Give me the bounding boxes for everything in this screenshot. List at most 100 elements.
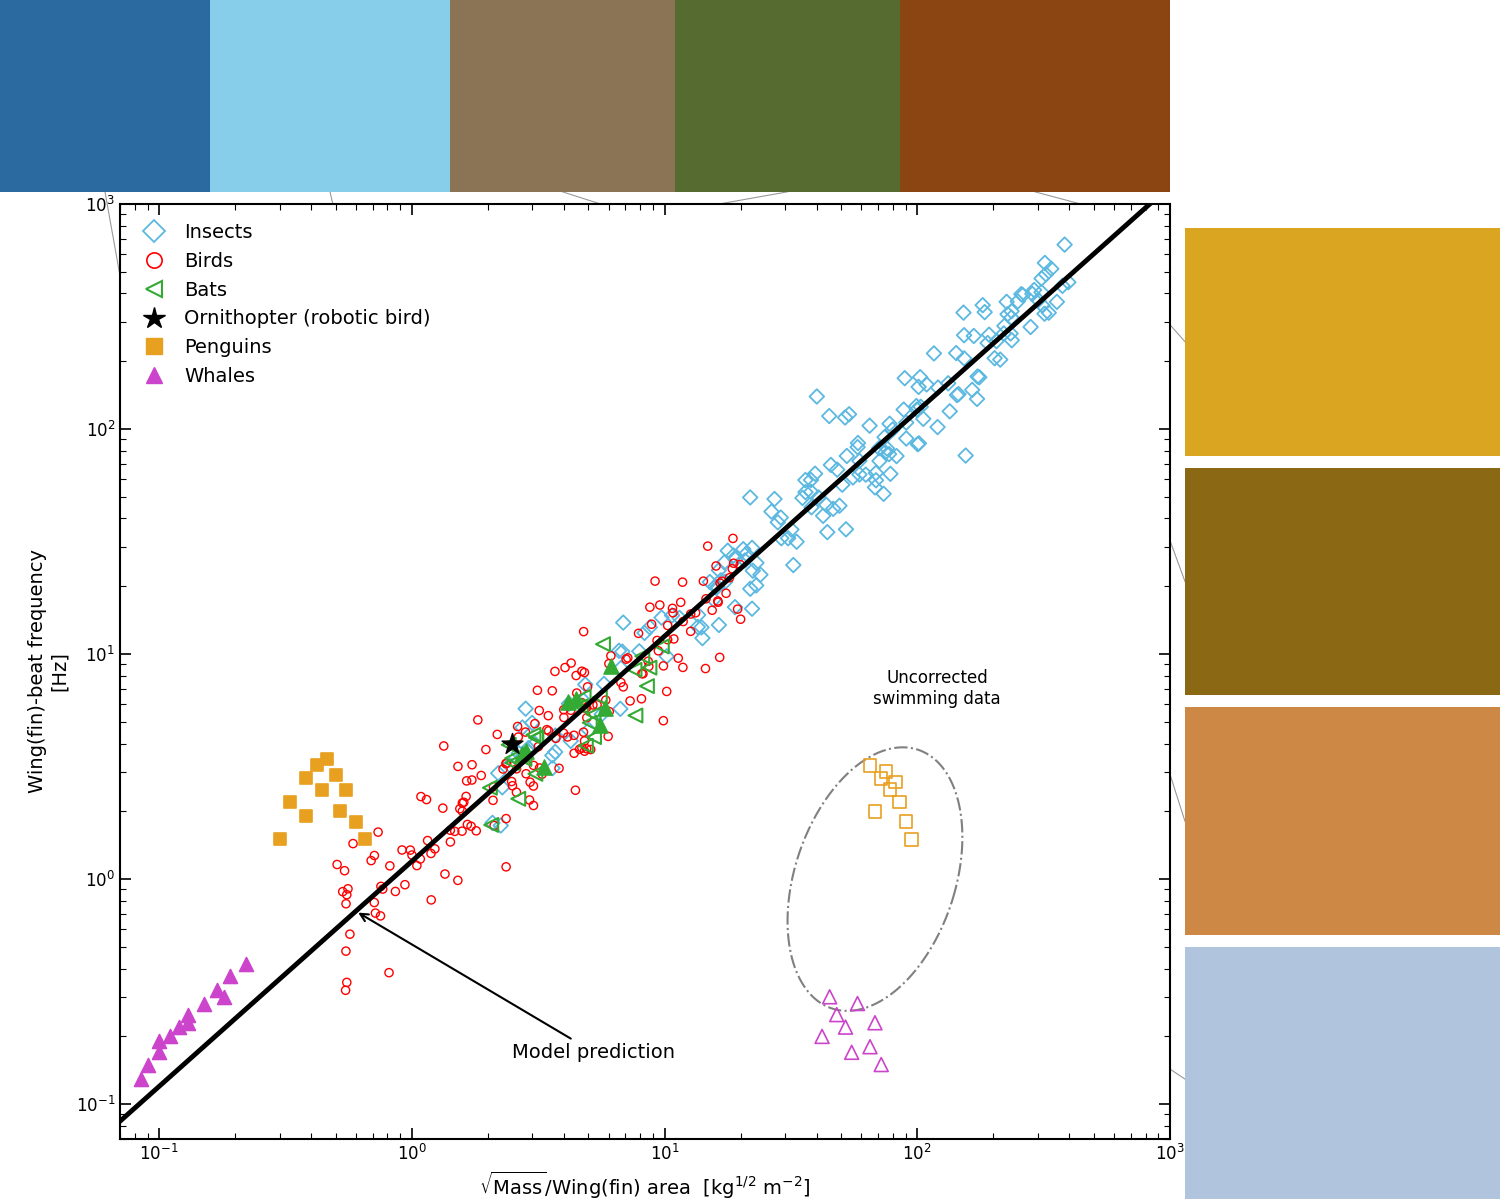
Point: [537, 706, 561, 725]
Point: [734, 544, 758, 564]
Point: [740, 600, 764, 619]
Point: [846, 438, 870, 457]
Point: [304, 755, 328, 775]
Point: [1026, 290, 1050, 309]
Point: [518, 772, 542, 791]
Point: [608, 641, 631, 661]
Point: [706, 592, 730, 611]
Point: [419, 891, 442, 910]
Point: [482, 790, 506, 809]
Point: [573, 731, 597, 751]
Point: [993, 317, 1017, 336]
Point: [513, 699, 537, 718]
Point: [912, 409, 936, 428]
Point: [722, 554, 746, 573]
Point: [486, 725, 510, 745]
Point: [495, 754, 519, 773]
Point: [528, 758, 552, 777]
Point: [645, 631, 669, 650]
Point: [514, 746, 538, 765]
Point: [926, 417, 950, 436]
Point: [609, 658, 633, 677]
Point: [858, 755, 882, 775]
Point: [782, 555, 806, 574]
Point: [344, 812, 368, 831]
Point: [504, 759, 528, 778]
Point: [358, 851, 382, 870]
Point: [712, 553, 736, 572]
Point: [738, 579, 762, 598]
Point: [192, 994, 216, 1013]
Point: [864, 463, 888, 482]
Point: [638, 597, 662, 616]
Point: [996, 305, 1020, 324]
Point: [573, 675, 597, 694]
Point: [837, 405, 861, 424]
Point: [633, 623, 657, 643]
Point: [510, 743, 534, 763]
Point: [726, 600, 750, 619]
Point: [926, 378, 950, 397]
Point: [714, 584, 738, 603]
Point: [720, 559, 744, 578]
Point: [660, 605, 684, 625]
Point: [552, 707, 576, 727]
Text: Model prediction: Model prediction: [360, 914, 675, 1062]
Point: [800, 470, 824, 489]
Point: [816, 523, 840, 542]
Point: [450, 802, 474, 821]
Point: [500, 748, 523, 767]
Point: [510, 747, 534, 766]
Point: [976, 325, 1000, 344]
Point: [574, 736, 598, 755]
Point: [334, 941, 358, 960]
Point: [690, 628, 714, 647]
Point: [704, 556, 728, 576]
Point: [507, 789, 531, 808]
Point: [482, 777, 506, 796]
Point: [432, 736, 456, 755]
Point: [1034, 265, 1058, 284]
Point: [494, 754, 517, 773]
Point: [702, 590, 726, 609]
Point: [454, 787, 478, 806]
Point: [836, 446, 860, 465]
Point: [333, 861, 357, 880]
Point: [651, 711, 675, 730]
Point: [442, 821, 466, 840]
Point: [507, 728, 531, 747]
Point: [522, 755, 546, 775]
Point: [654, 682, 678, 701]
Point: [514, 741, 538, 760]
Point: [591, 634, 615, 653]
Point: [310, 779, 334, 799]
Point: [433, 864, 457, 884]
Point: [766, 513, 790, 532]
Point: [524, 728, 548, 747]
Point: [416, 831, 440, 850]
Point: [638, 657, 662, 676]
Point: [810, 1026, 834, 1046]
Point: [328, 802, 352, 821]
Point: [970, 296, 994, 315]
Point: [324, 765, 348, 784]
Point: [578, 713, 602, 733]
Point: [459, 817, 483, 836]
Point: [278, 793, 302, 812]
Point: [878, 414, 902, 433]
Point: [399, 840, 423, 860]
Point: [968, 368, 992, 387]
Point: [662, 603, 686, 622]
Point: [668, 608, 692, 627]
Point: [363, 893, 387, 912]
Point: [708, 647, 732, 667]
Point: [582, 728, 606, 747]
Point: [776, 529, 800, 548]
Point: [573, 663, 597, 682]
Point: [638, 658, 662, 677]
Point: [812, 506, 836, 525]
Point: [501, 776, 525, 795]
Point: [446, 870, 470, 890]
Point: [454, 771, 478, 790]
Point: [1034, 253, 1058, 272]
